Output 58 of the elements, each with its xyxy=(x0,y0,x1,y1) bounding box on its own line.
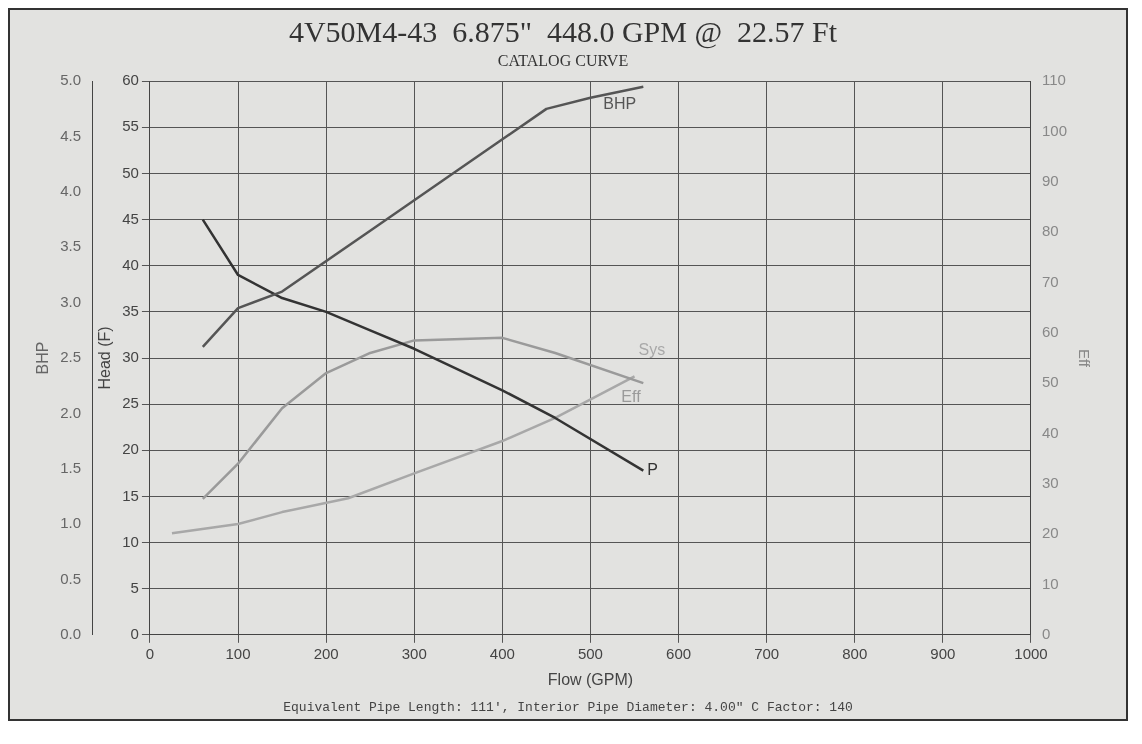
y-tick-label: 40 xyxy=(122,255,139,273)
y-tick-label: 55 xyxy=(122,117,139,135)
y2-tick-label: 5.0 xyxy=(60,71,82,89)
chart-subtitle: CATALOG CURVE xyxy=(497,51,629,69)
text: Equivalent Pipe Length: 111', Interior Pipe Diameter: 4.00" C Factor: 140 xyxy=(282,700,854,717)
y3-tick-label: 30 xyxy=(1041,473,1059,491)
x-tick-label: 800 xyxy=(842,644,868,662)
series-label: BHP xyxy=(603,95,637,113)
y2-tick-label: 1.0 xyxy=(60,514,82,532)
y2-tick-label: 1.5 xyxy=(60,458,82,476)
y3-tick-label: 70 xyxy=(1041,272,1059,290)
x-tick-label: 400 xyxy=(489,644,515,662)
y-tick-label: 0 xyxy=(130,624,139,642)
y2-tick-label: 0.0 xyxy=(60,624,82,642)
y3-tick-label: 80 xyxy=(1041,222,1059,240)
y-tick-label: 10 xyxy=(122,532,139,550)
chart-title: 4V50M4-43 6.875" 448.0 GPM @ 22.57 Ft xyxy=(288,14,838,49)
y2-tick-label: 4.5 xyxy=(60,126,82,144)
y-tick-label: 35 xyxy=(122,302,139,320)
y-tick-label: 20 xyxy=(122,440,139,458)
y3-tick-label: 50 xyxy=(1041,373,1059,391)
x-axis-title: Flow (GPM) xyxy=(547,670,634,688)
y2-tick-label: 3.0 xyxy=(60,292,82,310)
y3-tick-label: 60 xyxy=(1041,322,1059,340)
y3-tick-label: 90 xyxy=(1041,172,1059,189)
y2-tick-label: 0.5 xyxy=(60,569,82,587)
x-tick-label: 900 xyxy=(930,644,956,662)
y-tick-label: 25 xyxy=(122,394,139,412)
x-tick-label: 500 xyxy=(577,644,603,662)
x-tick-label: 100 xyxy=(225,644,251,662)
y-tick-label: 50 xyxy=(122,163,139,181)
series-label: P xyxy=(647,460,658,478)
x-tick-label: 1000 xyxy=(1014,644,1048,662)
y-tick-label: 60 xyxy=(122,71,139,89)
y3-tick-label: 100 xyxy=(1041,121,1067,139)
y2-tick-label: 2.5 xyxy=(60,348,82,366)
x-tick-label: 600 xyxy=(666,644,692,662)
x-tick-label: 300 xyxy=(401,644,427,662)
y-axis-title: Head (F) xyxy=(96,326,114,390)
y3-tick-label: 40 xyxy=(1041,423,1059,441)
y2-tick-label: 3.5 xyxy=(60,237,82,255)
x-tick-label: 200 xyxy=(313,644,339,662)
y3-axis-title: Eff xyxy=(1075,348,1093,368)
x-tick-label: 0 xyxy=(145,644,155,662)
y-tick-label: 15 xyxy=(122,486,139,504)
series-label: Eff xyxy=(621,387,642,405)
y3-tick-label: 10 xyxy=(1041,574,1059,592)
y3-tick-label: 20 xyxy=(1041,524,1059,542)
y2-tick-label: 2.0 xyxy=(60,403,82,421)
y3-tick-label: 0 xyxy=(1041,624,1051,642)
series-label: Sys xyxy=(638,340,666,358)
y2-tick-label: 4.0 xyxy=(60,182,82,200)
y3-tick-label: 110 xyxy=(1041,71,1066,89)
x-tick-label: 700 xyxy=(754,644,780,662)
y-tick-label: 5 xyxy=(130,578,139,596)
y2-axis-title: BHP xyxy=(34,341,52,375)
y-tick-label: 45 xyxy=(122,209,139,227)
y-tick-label: 30 xyxy=(122,348,139,366)
